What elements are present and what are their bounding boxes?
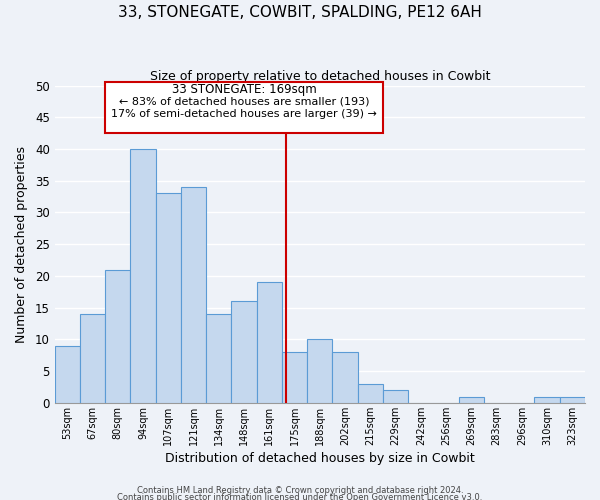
Bar [307, 340, 332, 403]
Bar [105, 82, 383, 133]
Bar [80, 314, 105, 403]
Text: 17% of semi-detached houses are larger (39) →: 17% of semi-detached houses are larger (… [111, 109, 377, 119]
Bar [560, 396, 585, 403]
Bar [358, 384, 383, 403]
Text: 33, STONEGATE, COWBIT, SPALDING, PE12 6AH: 33, STONEGATE, COWBIT, SPALDING, PE12 6A… [118, 5, 482, 20]
Title: Size of property relative to detached houses in Cowbit: Size of property relative to detached ho… [149, 70, 490, 83]
Text: Contains public sector information licensed under the Open Government Licence v3: Contains public sector information licen… [118, 494, 482, 500]
Y-axis label: Number of detached properties: Number of detached properties [15, 146, 28, 342]
Bar [155, 194, 181, 403]
Text: 33 STONEGATE: 169sqm: 33 STONEGATE: 169sqm [172, 84, 316, 96]
Bar [232, 302, 257, 403]
Bar [181, 187, 206, 403]
Bar [257, 282, 282, 403]
Bar [282, 352, 307, 403]
Bar [332, 352, 358, 403]
Text: Contains HM Land Registry data © Crown copyright and database right 2024.: Contains HM Land Registry data © Crown c… [137, 486, 463, 495]
Bar [55, 346, 80, 403]
X-axis label: Distribution of detached houses by size in Cowbit: Distribution of detached houses by size … [165, 452, 475, 465]
Bar [383, 390, 408, 403]
Text: ← 83% of detached houses are smaller (193): ← 83% of detached houses are smaller (19… [119, 96, 370, 106]
Bar [206, 314, 232, 403]
Bar [535, 396, 560, 403]
Bar [130, 149, 155, 403]
Bar [459, 396, 484, 403]
Bar [105, 270, 130, 403]
